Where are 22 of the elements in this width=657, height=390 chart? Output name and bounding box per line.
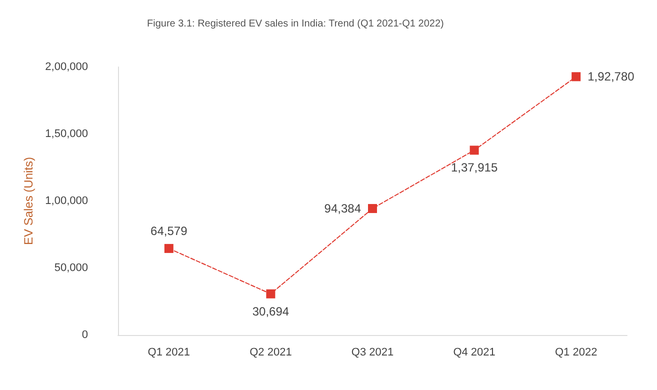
data-label: 94,384	[324, 202, 362, 216]
y-tick-label: 50,000	[54, 262, 88, 274]
point	[572, 72, 581, 82]
x-tick-label: Q1 2021	[148, 346, 190, 358]
x-tick-label: Q1 2022	[555, 346, 598, 358]
point	[368, 204, 377, 214]
data-label: 1,37,915	[450, 160, 498, 175]
y-axis-title: EV Sales (Units)	[21, 156, 36, 246]
y-tick-label: 0	[82, 329, 88, 341]
y-tick-label: 2,00,000	[45, 61, 88, 73]
point	[164, 244, 174, 253]
point	[266, 289, 276, 298]
y-tick-label: 1,50,000	[45, 128, 88, 140]
data-label: 1,92,780	[588, 70, 635, 84]
y-tick-label: 1,00,000	[45, 195, 88, 207]
x-tick-label: Q2 2021	[250, 346, 292, 358]
data-label: 30,694	[252, 304, 290, 318]
chart-title: Figure 3.1: Registered EV sales in India: Trend (Q1 2021-Q1 2022)	[147, 18, 444, 30]
point	[470, 146, 479, 155]
data-label: 64,579	[150, 224, 188, 238]
x-tick-label: Q4 2021	[453, 346, 496, 358]
x-tick-label: Q3 2021	[351, 346, 394, 358]
